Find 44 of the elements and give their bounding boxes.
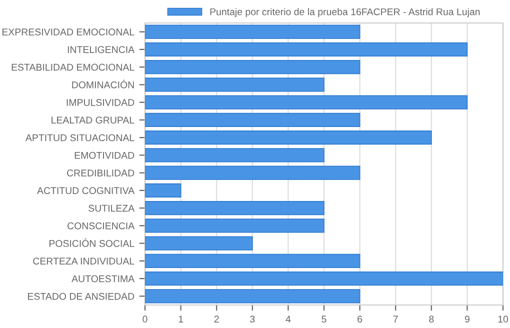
y-tick-label: INTELIGENCIA	[68, 46, 135, 54]
y-tick-label: ESTADO DE ANSIEDAD	[28, 292, 134, 300]
y-tick-label: DOMINACIÓN	[72, 80, 134, 88]
bar	[145, 148, 324, 162]
x-tick-label: 5	[322, 316, 326, 323]
bar	[145, 166, 360, 180]
y-tick-label: CREDIBILIDAD	[67, 170, 134, 176]
bar	[145, 78, 324, 92]
bar	[145, 130, 432, 145]
y-tick-label: AUTOESTIMA	[72, 275, 135, 282]
x-tick-label: 1	[178, 316, 184, 322]
y-tick-label: IMPULSIVIDAD	[66, 99, 134, 106]
bar	[145, 272, 503, 286]
bar	[145, 289, 360, 304]
y-tick-label: EMOTIVIDAD	[74, 152, 134, 159]
legend-label: Puntaje por criterio de la prueba 16FACPER - Astrid Rua Lujan	[210, 8, 480, 18]
x-tick-label: 2	[214, 316, 219, 322]
x-tick-label: 6	[358, 316, 362, 323]
bar	[145, 42, 468, 56]
y-tick-label: EXPRESIVIDAD EMOCIONAL	[2, 28, 134, 36]
bar	[145, 24, 360, 39]
bar	[145, 236, 253, 250]
x-tick-label: 0	[142, 316, 148, 323]
y-tick-label: ACTITUD COGNITIVA	[37, 187, 135, 194]
bar	[145, 201, 324, 216]
x-tick-label: 7	[393, 316, 398, 322]
x-tick-label: 3	[250, 316, 255, 323]
y-tick-label: ESTABILIDAD EMOCIONAL	[12, 64, 134, 71]
bar	[145, 218, 324, 233]
x-tick-label: 8	[429, 316, 434, 323]
x-tick-label: 4	[286, 316, 291, 322]
y-tick-label: CERTEZA INDIVIDUAL	[33, 258, 134, 265]
x-tick-label: 9	[464, 316, 470, 323]
bar	[145, 254, 360, 268]
y-tick-label: CONSCIENCIA	[68, 222, 135, 230]
bar	[145, 60, 360, 74]
bar	[145, 183, 182, 198]
y-tick-label: LEALTAD GRUPAL	[52, 116, 134, 124]
y-tick-label: SUTILEZA	[88, 204, 135, 212]
y-tick-label: POSICIÓN SOCIAL	[49, 238, 134, 247]
y-tick-label: APTITUD SITUACIONAL	[25, 134, 134, 142]
bar	[145, 95, 468, 110]
bar	[145, 112, 360, 127]
x-tick-label: 10	[498, 316, 508, 323]
